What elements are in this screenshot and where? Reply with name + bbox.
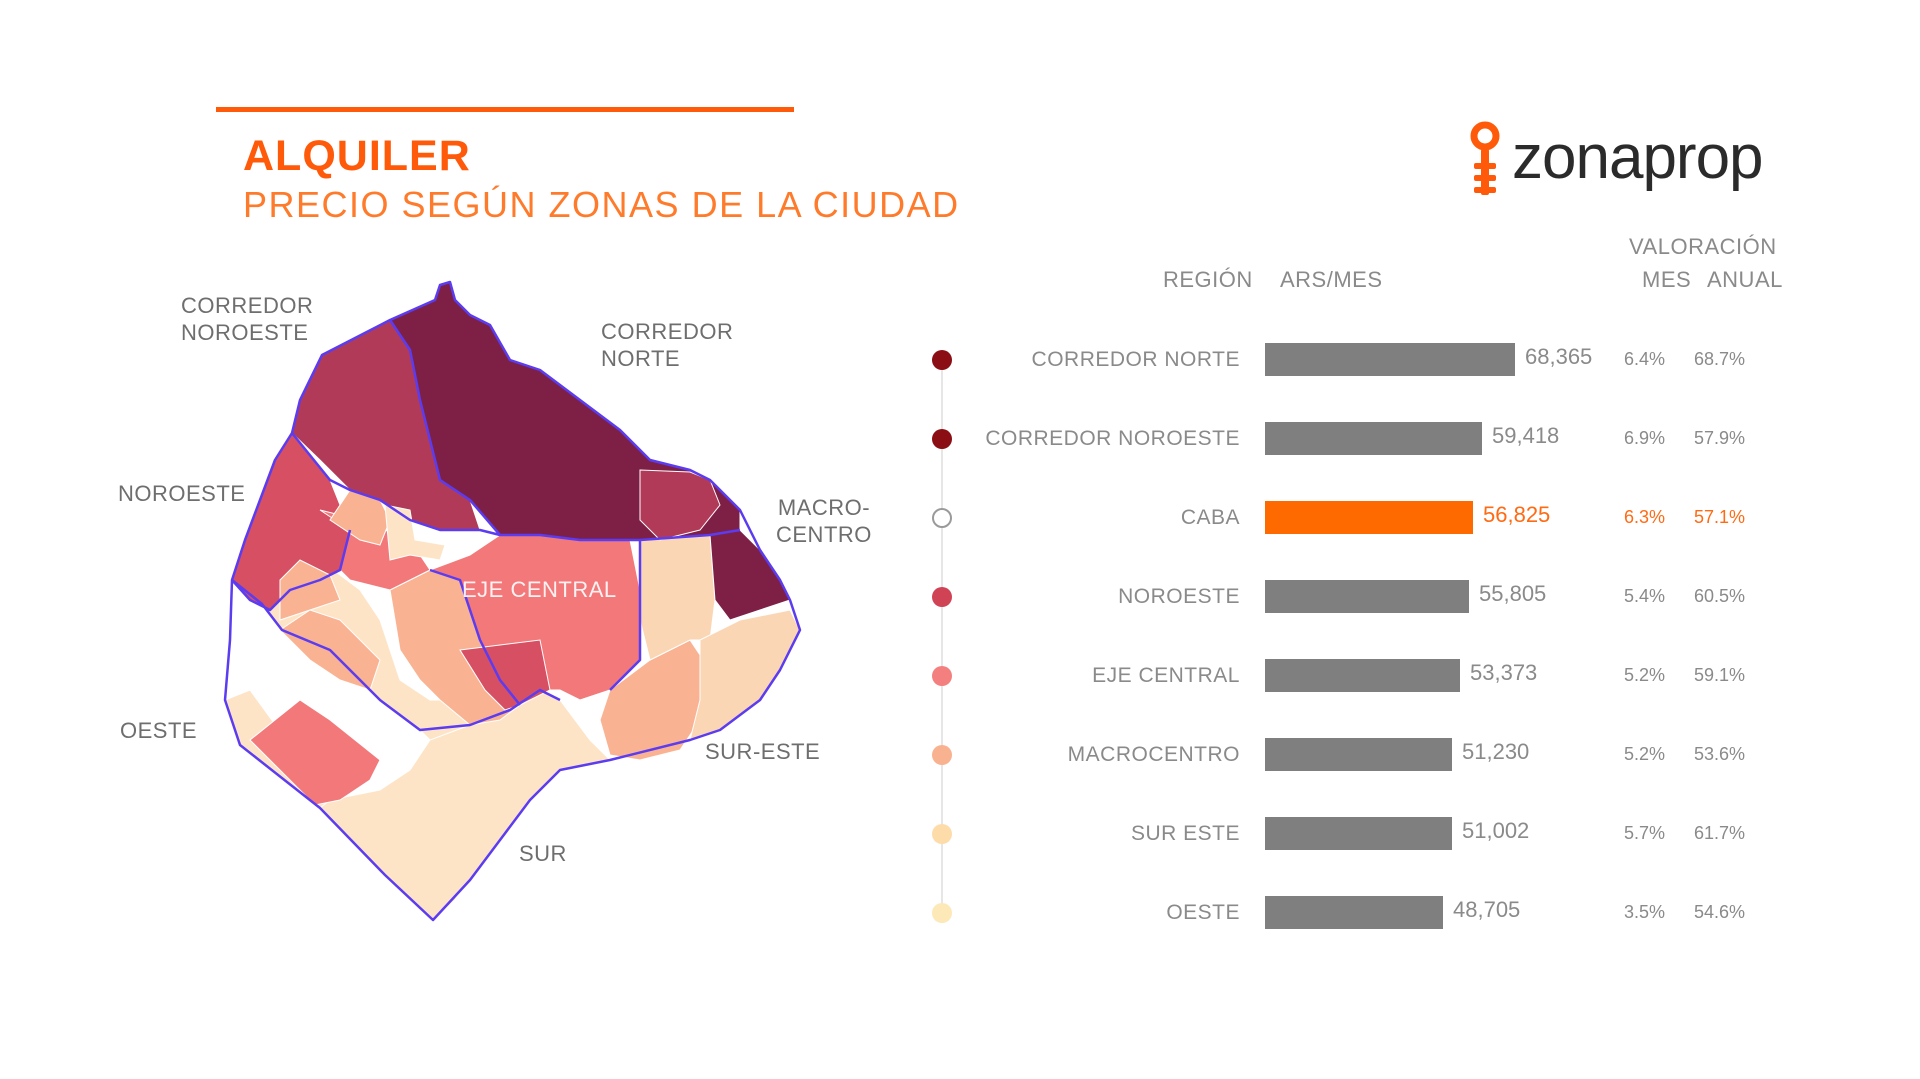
page-subtitle: PRECIO SEGÚN ZONAS DE LA CIUDAD bbox=[243, 184, 960, 225]
region-row: CORREDOR NOROESTE 59,418 6.9% 57.9% bbox=[0, 419, 1920, 459]
region-value-label: 51,230 bbox=[1462, 739, 1530, 764]
map-zone-oeste-red bbox=[249, 699, 381, 806]
valoracion-anual: 57.9% bbox=[1694, 428, 1746, 448]
valoracion-mes: 5.7% bbox=[1624, 823, 1666, 843]
region-bar bbox=[1265, 501, 1473, 534]
region-row: EJE CENTRAL 53,373 5.2% 59.1% bbox=[0, 656, 1920, 696]
region-dot bbox=[932, 745, 952, 765]
map-label-line: MACRO- bbox=[777, 495, 871, 520]
valoracion-anual: 53.6% bbox=[1694, 744, 1746, 764]
region-value-label: 55,805 bbox=[1479, 581, 1547, 606]
region-dot bbox=[932, 350, 952, 370]
region-bar bbox=[1265, 422, 1482, 455]
region-bar bbox=[1265, 659, 1460, 692]
region-dot bbox=[932, 824, 952, 844]
region-bar bbox=[1265, 817, 1452, 850]
map-label-line: NORTE bbox=[601, 346, 681, 371]
caba-zones-map bbox=[223, 280, 802, 922]
title-underline bbox=[216, 107, 794, 112]
region-value-label: 53,373 bbox=[1470, 660, 1538, 685]
page-title: ALQUILER bbox=[243, 132, 471, 180]
region-name: CORREDOR NORTE bbox=[1031, 348, 1240, 371]
valoracion-anual: 60.5% bbox=[1694, 586, 1746, 606]
region-bar bbox=[1265, 580, 1469, 613]
valoracion-mes: 6.3% bbox=[1624, 507, 1666, 527]
header-region: REGIÓN bbox=[1163, 267, 1253, 292]
region-row: CORREDOR NORTE 68,365 6.4% 68.7% bbox=[0, 340, 1920, 380]
header-valoracion: VALORACIÓN bbox=[1629, 234, 1777, 259]
map-label-oeste: OESTE bbox=[120, 718, 198, 743]
map-label-macrocentro: MACRO- CENTRO bbox=[776, 494, 872, 548]
region-row: SUR ESTE 51,002 5.7% 61.7% bbox=[0, 814, 1920, 854]
valoracion-anual: 68.7% bbox=[1694, 349, 1746, 369]
valoracion-anual: 59.1% bbox=[1694, 665, 1746, 685]
map-label-eje-central: EJE CENTRAL bbox=[462, 577, 617, 602]
valoracion-mes: 5.4% bbox=[1624, 586, 1666, 606]
region-bar bbox=[1265, 738, 1452, 771]
region-row: MACROCENTRO 51,230 5.2% 53.6% bbox=[0, 735, 1920, 775]
region-value-label: 56,825 bbox=[1483, 502, 1551, 527]
region-row: OESTE 48,705 3.5% 54.6% bbox=[0, 893, 1920, 933]
map-label-corredor-noroeste: CORREDOR NOROESTE bbox=[181, 292, 313, 346]
valoracion-anual: 61.7% bbox=[1694, 823, 1746, 843]
region-dot bbox=[932, 903, 952, 923]
map-label-line: CORREDOR bbox=[601, 319, 734, 344]
logo-text: zonaprop bbox=[1512, 123, 1764, 192]
region-value-label: 59,418 bbox=[1492, 423, 1560, 448]
valoracion-mes: 6.4% bbox=[1624, 349, 1666, 369]
region-dot bbox=[932, 587, 952, 607]
map-zone-corredor-noroeste-3 bbox=[384, 504, 446, 561]
valoracion-mes: 5.2% bbox=[1624, 665, 1666, 685]
valoracion-anual: 57.1% bbox=[1694, 507, 1746, 527]
region-dot bbox=[932, 666, 952, 686]
region-name: NOROESTE bbox=[1118, 585, 1240, 608]
valoracion-anual: 54.6% bbox=[1694, 902, 1746, 922]
header-anual: ANUAL bbox=[1707, 267, 1783, 292]
zonaprop-logo: zonaprop bbox=[1468, 118, 1764, 198]
valoracion-mes: 5.2% bbox=[1624, 744, 1666, 764]
header-mes: MES bbox=[1642, 267, 1692, 292]
map-label-line: CORREDOR bbox=[181, 293, 314, 318]
map-zone-corredor-norte-2 bbox=[639, 469, 721, 541]
region-name: EJE CENTRAL bbox=[1092, 664, 1240, 687]
map-zone-noroeste-3 bbox=[279, 559, 341, 621]
region-dot bbox=[932, 508, 952, 528]
key-pin-icon bbox=[1470, 121, 1500, 195]
map-label-sur: SUR bbox=[519, 841, 567, 866]
map-label-sur-este: SUR-ESTE bbox=[705, 739, 821, 764]
map-border bbox=[223, 280, 802, 922]
region-name: CORREDOR NOROESTE bbox=[985, 427, 1240, 450]
region-value-label: 68,365 bbox=[1525, 344, 1593, 369]
region-name: OESTE bbox=[1166, 901, 1240, 924]
region-bar bbox=[1265, 896, 1443, 929]
region-value-label: 48,705 bbox=[1453, 897, 1521, 922]
map-internal-borders bbox=[231, 319, 741, 732]
region-row: CABA 56,825 6.3% 57.1% bbox=[0, 498, 1920, 538]
region-name: CABA bbox=[1180, 506, 1240, 529]
header-ars-mes: ARS/MES bbox=[1280, 267, 1383, 292]
map-label-line: NOROESTE bbox=[181, 320, 309, 345]
map-label-line: CENTRO bbox=[776, 522, 872, 547]
region-value-label: 51,002 bbox=[1462, 818, 1530, 843]
region-dot bbox=[932, 429, 952, 449]
region-name: MACROCENTRO bbox=[1067, 743, 1240, 766]
region-row: NOROESTE 55,805 5.4% 60.5% bbox=[0, 577, 1920, 617]
region-name: SUR ESTE bbox=[1130, 822, 1240, 845]
region-bar bbox=[1265, 343, 1515, 376]
map-label-corredor-norte: CORREDOR NORTE bbox=[601, 318, 733, 372]
valoracion-mes: 6.9% bbox=[1624, 428, 1666, 448]
valoracion-mes: 3.5% bbox=[1624, 902, 1666, 922]
map-label-noroeste: NOROESTE bbox=[118, 481, 246, 506]
timeline-line bbox=[941, 364, 943, 904]
